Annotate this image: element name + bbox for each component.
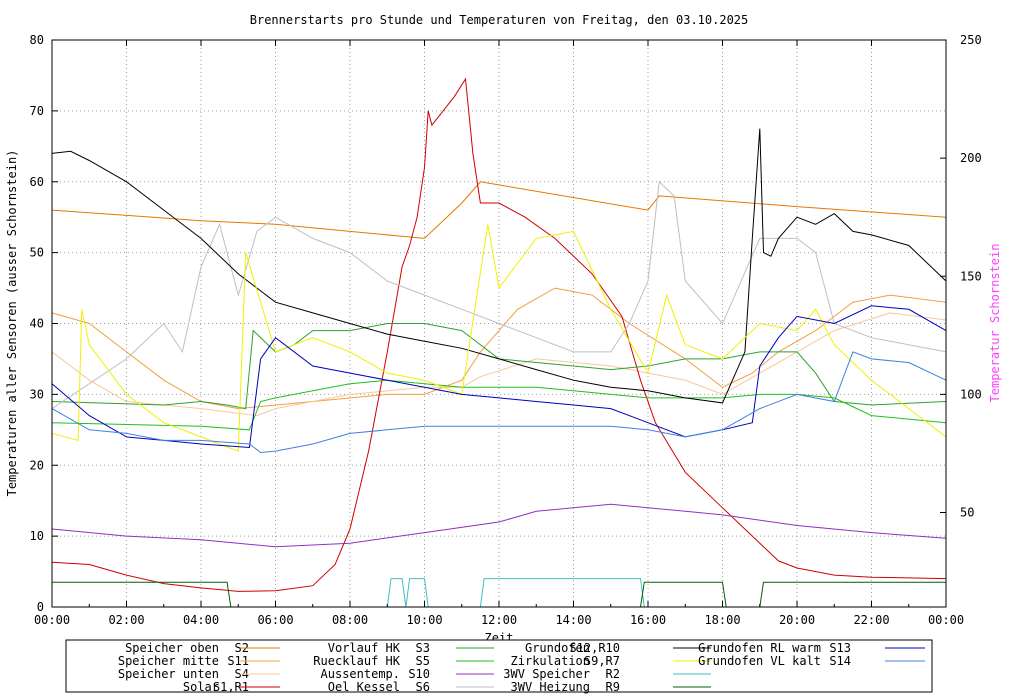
legend-sensor: S5 — [416, 654, 430, 668]
legend-sensor: R9 — [606, 680, 620, 694]
series-line-oel-kessel — [51, 180, 947, 410]
legend-label: 3WV Speicher — [503, 667, 590, 681]
legend-sensor: S12,R10 — [569, 641, 620, 655]
legend-sensor: S14 — [829, 654, 851, 668]
legend-sensor: S6 — [416, 680, 430, 694]
y-axis-label: Temperaturen aller Sensoren (ausser Scho… — [5, 150, 19, 497]
legend-label: Oel Kessel — [328, 680, 400, 694]
chart-title: Brennerstarts pro Stunde und Temperature… — [250, 13, 749, 27]
legend-sensor: S3 — [416, 641, 430, 655]
series-line-speicher-mitte — [51, 287, 947, 410]
series-line-speicher-unten — [51, 312, 947, 417]
series-line-solar — [51, 77, 947, 592]
y2-tick-label: 100 — [960, 387, 982, 401]
x-axis: 00:00 02:00 04:00 06:00 08:00 10:00 12:00 14:00… — [34, 40, 964, 627]
x-tick-label: 14:00 — [555, 613, 591, 627]
x-tick-label: 12:00 — [481, 613, 517, 627]
legend-sensor: S13 — [829, 641, 851, 655]
x-tick-label: 08:00 — [332, 613, 368, 627]
legend-label: Speicher oben — [125, 641, 219, 655]
series-line-grundofen — [51, 128, 947, 404]
legend-sensor: S1,R1 — [213, 680, 249, 694]
x-tick-label: 16:00 — [630, 613, 666, 627]
x-tick-label: 04:00 — [183, 613, 219, 627]
y2-tick-label: 200 — [960, 151, 982, 165]
legend-label: Grundofen RL warm — [698, 641, 821, 655]
series-line-vorlauf-hk — [51, 323, 947, 410]
y2-axis: 50 100 150 200 250 — [940, 33, 982, 520]
x-tick-label: 00:00 — [928, 613, 964, 627]
series-line-zirkulation — [51, 224, 947, 452]
legend-label: Aussentemp. — [321, 667, 400, 681]
x-tick-label: 02:00 — [108, 613, 144, 627]
series-line-3wv-heizung — [52, 581, 946, 608]
legend-sensor: S11 — [227, 654, 249, 668]
y-tick-label: 0 — [37, 600, 44, 614]
y2-tick-label: 150 — [960, 269, 982, 283]
x-tick-label: 22:00 — [853, 613, 889, 627]
y2-tick-label: 50 — [960, 506, 974, 520]
y2-tick-label: 250 — [960, 33, 982, 47]
legend-label: Grundofen VL kalt — [698, 654, 821, 668]
y-tick-label: 60 — [30, 175, 44, 189]
y-tick-label: 40 — [30, 317, 44, 331]
legend-label: 3WV Heizung — [511, 680, 590, 694]
legend-label: Zirkulation — [511, 654, 590, 668]
x-tick-label: 18:00 — [704, 613, 740, 627]
series-line-speicher-oben — [51, 181, 947, 239]
legend-sensor: R2 — [606, 667, 620, 681]
series-line-ruecklauf-hk — [51, 379, 947, 431]
legend-label: Grundofen — [525, 641, 590, 655]
legend-label: Speicher mitte — [118, 654, 219, 668]
y-tick-label: 20 — [30, 458, 44, 472]
series-line-grundofen-vl-kalt — [51, 351, 947, 454]
x-tick-label: 06:00 — [257, 613, 293, 627]
legend-label: Speicher unten — [118, 667, 219, 681]
x-tick-label: 00:00 — [34, 613, 70, 627]
y2-axis-label: Temperatur Schornstein — [988, 244, 1002, 403]
y-tick-label: 70 — [30, 104, 44, 118]
y-tick-label: 50 — [30, 246, 44, 260]
x-tick-label: 20:00 — [779, 613, 815, 627]
series-line-aussentemp — [51, 503, 947, 548]
legend-label: Ruecklauf HK — [313, 654, 400, 668]
y-tick-label: 10 — [30, 529, 44, 543]
y-tick-label: 30 — [30, 387, 44, 401]
y-tick-label: 80 — [30, 33, 44, 47]
legend-label: Vorlauf HK — [328, 641, 401, 655]
y-axis: 0 10 20 30 40 50 60 70 80 — [30, 33, 58, 614]
series-layer — [51, 77, 947, 608]
legend-label: Solar — [183, 680, 219, 694]
series-line-3wv-speicher — [52, 578, 946, 608]
x-tick-label: 10:00 — [406, 613, 442, 627]
legend-sensor: S10 — [408, 667, 430, 681]
legend-sensor: S9,R7 — [584, 654, 620, 668]
series-line-grundofen-rl-warm — [51, 305, 947, 449]
legend-box — [65, 639, 933, 693]
